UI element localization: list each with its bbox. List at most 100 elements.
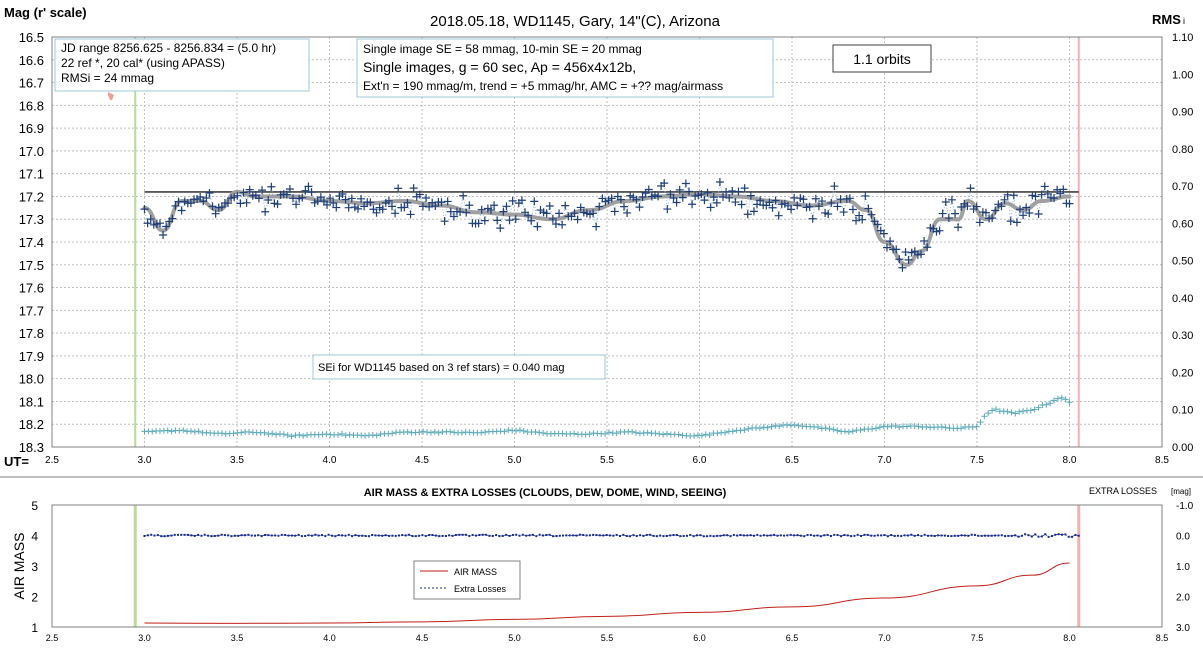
magnitude-point bbox=[703, 188, 712, 197]
extra-losses-point bbox=[525, 534, 528, 537]
extra-losses-point bbox=[290, 534, 293, 537]
upper-y-tick-label: 16.6 bbox=[19, 53, 44, 68]
magnitude-point bbox=[1016, 205, 1024, 214]
magnitude-point bbox=[709, 193, 718, 202]
magnitude-point bbox=[719, 192, 728, 201]
extra-losses-point bbox=[987, 534, 990, 537]
magnitude-point bbox=[208, 202, 217, 211]
magnitude-point bbox=[725, 193, 734, 202]
lower-plot-frame bbox=[51, 504, 1163, 628]
magnitude-point bbox=[301, 186, 310, 195]
magnitude-point bbox=[155, 219, 164, 228]
extra-losses-point bbox=[190, 534, 193, 537]
magnitude-point bbox=[493, 216, 502, 225]
extra-losses-point bbox=[505, 533, 508, 536]
rms-point bbox=[195, 428, 202, 435]
rms-point bbox=[389, 430, 396, 437]
extra-losses-point bbox=[886, 535, 889, 538]
rms-point bbox=[1066, 399, 1073, 406]
magnitude-point bbox=[799, 195, 808, 204]
lower-y-tick-label: 3 bbox=[31, 560, 38, 574]
extra-losses-point bbox=[930, 534, 933, 537]
magnitude-point bbox=[400, 203, 409, 212]
extra-losses-point bbox=[796, 534, 799, 537]
magnitude-point bbox=[1022, 203, 1031, 212]
rms-point bbox=[505, 427, 512, 434]
upper-x-tick-label: 3.5 bbox=[230, 455, 244, 466]
upper-y2-tick-labels: 1.10 1.00 0.90 0.80 0.70 0.60 0.50 0.40 0.30 0.20… bbox=[1172, 32, 1193, 454]
rms-point bbox=[230, 430, 237, 437]
legend-extra-losses-label: Extra Losses bbox=[454, 584, 507, 594]
magnitude-point bbox=[951, 209, 960, 218]
magnitude-point bbox=[811, 194, 820, 203]
legend-airmass-label: AIR MASS bbox=[454, 567, 497, 577]
extra-losses-point bbox=[552, 535, 555, 538]
lower-y2-tick-labels: -1.0 0.0 1.0 2.0 3.0 bbox=[1176, 501, 1194, 634]
extra-losses-point bbox=[287, 534, 290, 537]
extra-losses-point bbox=[434, 534, 437, 537]
extra-losses-point bbox=[933, 535, 936, 538]
extra-losses-point bbox=[485, 533, 488, 536]
upper-y2-axis-label: RMS bbox=[1152, 12, 1181, 27]
extra-losses-point bbox=[1044, 533, 1047, 536]
magnitude-point bbox=[366, 198, 375, 207]
magnitude-point bbox=[688, 200, 697, 209]
magnitude-point bbox=[644, 185, 653, 194]
rms-point bbox=[362, 432, 369, 439]
magnitude-point bbox=[480, 216, 489, 225]
magnitude-point bbox=[239, 188, 248, 197]
extra-losses-point bbox=[1077, 534, 1080, 537]
magnitude-point bbox=[756, 196, 765, 205]
lower-chart: AIR MASS & EXTRA LOSSES (CLOUDS, DEW, DO… bbox=[0, 476, 1203, 643]
lower-x-tick-label: 5.0 bbox=[508, 633, 521, 643]
rms-point bbox=[903, 423, 910, 430]
ref-stars-line: 22 ref *, 20 cal* (using APASS) bbox=[61, 56, 225, 70]
rms-point bbox=[1035, 404, 1042, 411]
upper-y-tick-label: 17.1 bbox=[19, 167, 44, 182]
upper-x-tick-label: 4.0 bbox=[323, 455, 337, 466]
magnitude-point bbox=[443, 197, 452, 206]
magnitude-point bbox=[737, 200, 746, 209]
magnitude-point bbox=[171, 201, 180, 210]
rms-point bbox=[880, 423, 887, 430]
air-mass-line bbox=[144, 562, 1070, 624]
upper-y-tick-label: 18.3 bbox=[19, 440, 44, 455]
magnitude-point bbox=[1012, 218, 1021, 227]
magnitude-point bbox=[858, 215, 867, 224]
extra-losses-point bbox=[863, 533, 866, 536]
extra-losses-point bbox=[769, 534, 772, 537]
magnitude-point bbox=[486, 206, 495, 215]
magnitude-point bbox=[338, 190, 347, 199]
magnitude-point bbox=[938, 209, 947, 218]
rms-point bbox=[741, 426, 748, 433]
magnitude-point bbox=[202, 194, 211, 203]
magnitude-point bbox=[589, 209, 598, 218]
magnitude-point bbox=[774, 211, 783, 220]
rms-point bbox=[369, 431, 376, 438]
upper-y-tick-labels: 16.5 16.6 16.7 16.8 16.9 17.0 17.1 17.2 17.3 17.4… bbox=[19, 30, 44, 455]
magnitude-point bbox=[254, 194, 263, 203]
rms-point bbox=[938, 423, 945, 430]
upper-y2-tick-label: 0.70 bbox=[1172, 181, 1193, 193]
jd-range-box: JD range 8256.625 - 8256.834 = (5.0 hr) … bbox=[54, 38, 310, 92]
magnitude-point bbox=[449, 212, 458, 221]
magnitude-point bbox=[734, 187, 743, 196]
magnitude-point bbox=[378, 205, 387, 214]
upper-y2-tick-label: 0.30 bbox=[1172, 330, 1193, 342]
rms-point bbox=[675, 431, 682, 438]
lower-x-tick-label: 6.0 bbox=[693, 633, 706, 643]
rms-point bbox=[404, 428, 411, 435]
rmsi-line: RMSi = 24 mmag bbox=[61, 71, 154, 85]
upper-y-tick-label: 18.0 bbox=[19, 372, 44, 387]
extra-losses-point bbox=[890, 533, 893, 536]
rms-point bbox=[791, 421, 798, 428]
upper-series bbox=[140, 178, 1079, 440]
magnitude-point bbox=[224, 199, 233, 208]
magnitude-point bbox=[818, 197, 827, 206]
upper-y-tick-label: 16.9 bbox=[19, 121, 44, 136]
extra-losses-point bbox=[458, 533, 461, 536]
magnitude-point bbox=[517, 196, 526, 205]
rms-point bbox=[629, 428, 636, 435]
upper-y2-tick-label: 1.10 bbox=[1172, 32, 1193, 44]
